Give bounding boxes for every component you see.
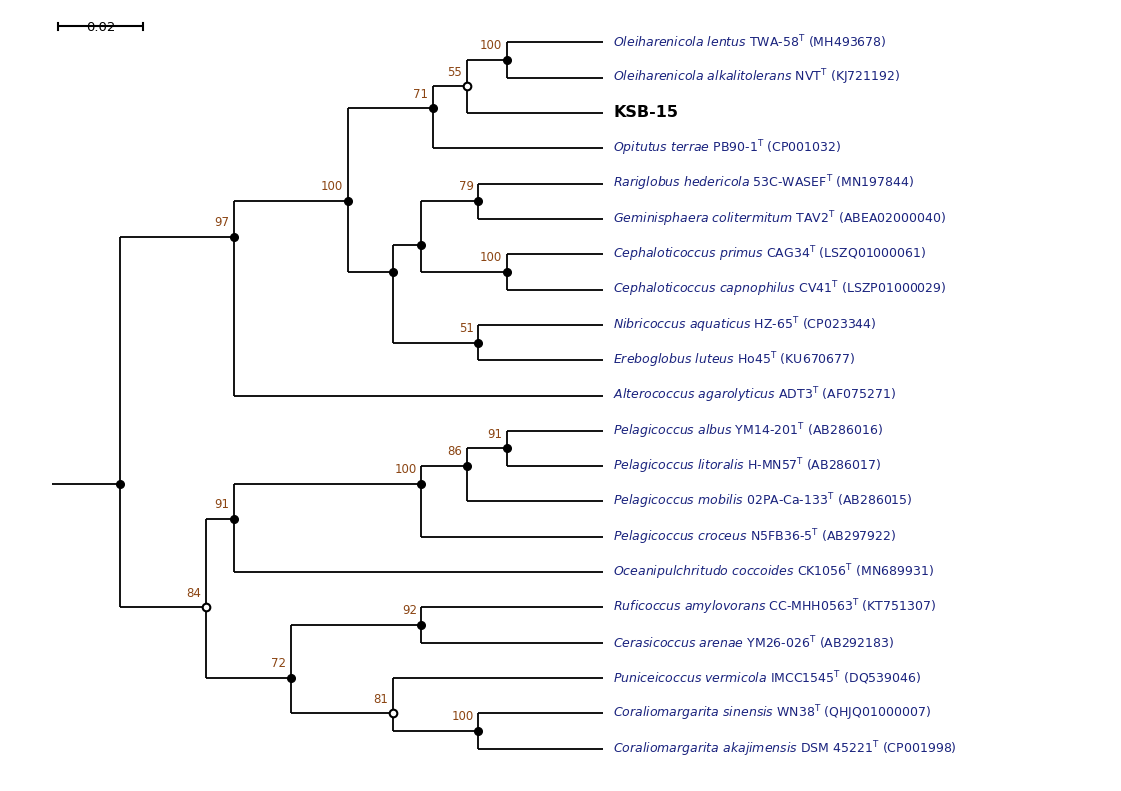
- Text: 84: 84: [186, 587, 201, 600]
- Text: $\it{Cerasicoccus}$ $\it{arenae}$ YM26-026$^\mathregular{T}$ (AB292183): $\it{Cerasicoccus}$ $\it{arenae}$ YM26-0…: [613, 634, 895, 652]
- Text: 100: 100: [480, 40, 502, 52]
- Text: 91: 91: [487, 428, 502, 441]
- Text: $\it{Oleiharenicola}$ $\it{alkalitolerans}$ NVT$^\mathregular{T}$ (KJ721192): $\it{Oleiharenicola}$ $\it{alkalitoleran…: [613, 68, 900, 87]
- Text: $\it{Pelagicoccus}$ $\it{litoralis}$ H-MN57$^\mathregular{T}$ (AB286017): $\it{Pelagicoccus}$ $\it{litoralis}$ H-M…: [613, 456, 882, 476]
- Text: 55: 55: [447, 66, 462, 78]
- Text: $\it{Ruficoccus}$ $\it{amylovorans}$ CC-MHH0563$^\mathregular{T}$ (KT751307): $\it{Ruficoccus}$ $\it{amylovorans}$ CC-…: [613, 598, 936, 617]
- Text: $\it{Coraliomargarita}$ $\it{sinensis}$ WN38$^\mathregular{T}$ (QHJQ01000007): $\it{Coraliomargarita}$ $\it{sinensis}$ …: [613, 704, 932, 723]
- Text: $\it{Rariglobus}$ $\it{hedericola}$ 53C-WASEF$^\mathregular{T}$ (MN197844): $\it{Rariglobus}$ $\it{hedericola}$ 53C-…: [613, 174, 915, 193]
- Text: $\it{Pelagicoccus}$ $\it{mobilis}$ 02PA-Ca-133$^\mathregular{T}$ (AB286015): $\it{Pelagicoccus}$ $\it{mobilis}$ 02PA-…: [613, 492, 912, 511]
- Text: $\it{Cephaloticoccus}$ $\it{primus}$ CAG34$^\mathregular{T}$ (LSZQ01000061): $\it{Cephaloticoccus}$ $\it{primus}$ CAG…: [613, 244, 927, 264]
- Text: 81: 81: [373, 693, 389, 706]
- Text: 86: 86: [447, 445, 462, 458]
- Text: $\it{Pelagicoccus}$ $\it{croceus}$ N5FB36-5$^\mathregular{T}$ (AB297922): $\it{Pelagicoccus}$ $\it{croceus}$ N5FB3…: [613, 527, 897, 547]
- Text: $\it{Oleiharenicola}$ $\it{lentus}$ TWA-58$^\mathregular{T}$ (MH493678): $\it{Oleiharenicola}$ $\it{lentus}$ TWA-…: [613, 33, 887, 51]
- Text: 100: 100: [321, 180, 343, 194]
- Text: 0.02: 0.02: [86, 21, 115, 34]
- Text: 51: 51: [458, 322, 474, 335]
- Text: 100: 100: [480, 251, 502, 264]
- Text: $\it{Nibricoccus}$ $\it{aquaticus}$ HZ-65$^\mathregular{T}$ (CP023344): $\it{Nibricoccus}$ $\it{aquaticus}$ HZ-6…: [613, 315, 877, 335]
- Text: 100: 100: [452, 710, 474, 723]
- Text: $\it{Puniceicoccus}$ $\it{vermicola}$ IMCC1545$^\mathregular{T}$ (DQ539046): $\it{Puniceicoccus}$ $\it{vermicola}$ IM…: [613, 669, 921, 687]
- Text: $\it{Pelagicoccus}$ $\it{albus}$ YM14-201$^\mathregular{T}$ (AB286016): $\it{Pelagicoccus}$ $\it{albus}$ YM14-20…: [613, 421, 883, 441]
- Text: 79: 79: [458, 180, 474, 194]
- Text: $\it{Oceanipulchritudo}$ $\it{coccoides}$ CK1056$^\mathregular{T}$ (MN689931): $\it{Oceanipulchritudo}$ $\it{coccoides}…: [613, 562, 935, 582]
- Text: $\it{Geminisphaera}$ $\it{colitermitum}$ TAV2$^\mathregular{T}$ (ABEA02000040): $\it{Geminisphaera}$ $\it{colitermitum}$…: [613, 209, 946, 229]
- Text: 92: 92: [401, 604, 417, 617]
- Text: $\it{Cephaloticoccus}$ $\it{capnophilus}$ CV41$^\mathregular{T}$ (LSZP01000029): $\it{Cephaloticoccus}$ $\it{capnophilus}…: [613, 280, 947, 299]
- Text: $\it{Ereboglobus}$ $\it{luteus}$ Ho45$^\mathregular{T}$ (KU670677): $\it{Ereboglobus}$ $\it{luteus}$ Ho45$^\…: [613, 350, 855, 370]
- Text: $\it{Opitutus}$ $\it{terrae}$ PB90-1$^\mathregular{T}$ (CP001032): $\it{Opitutus}$ $\it{terrae}$ PB90-1$^\m…: [613, 138, 842, 158]
- Text: 72: 72: [271, 657, 286, 670]
- Text: 100: 100: [395, 463, 417, 476]
- Text: KSB-15: KSB-15: [613, 105, 678, 120]
- Text: 91: 91: [214, 498, 230, 511]
- Text: $\it{Coraliomargarita}$ $\it{akajimensis}$ DSM 45221$^\mathregular{T}$ (CP001998: $\it{Coraliomargarita}$ $\it{akajimensis…: [613, 739, 957, 759]
- Text: 71: 71: [414, 88, 428, 100]
- Text: 97: 97: [214, 216, 230, 229]
- Text: $\it{Alterococcus}$ $\it{agarolyticus}$ ADT3$^\mathregular{T}$ (AF075271): $\it{Alterococcus}$ $\it{agarolyticus}$ …: [613, 386, 897, 405]
